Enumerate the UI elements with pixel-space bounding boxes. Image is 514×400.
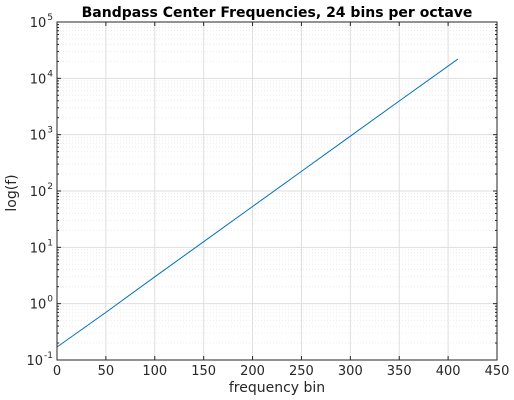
y-tick-label-base: 10 (30, 298, 47, 313)
x-tick-label: 150 (191, 364, 216, 379)
y-tick-label-exponent: 3 (47, 126, 53, 136)
y-tick-label-exponent: 4 (47, 69, 53, 79)
y-tick-label-exponent: 1 (47, 238, 53, 248)
y-tick-label-base: 10 (30, 185, 47, 200)
y-tick-label: 10 1 (30, 238, 53, 256)
y-tick-label-base: 10 (30, 129, 47, 144)
x-tick-label: 250 (289, 364, 314, 379)
y-tick-label: 10 4 (30, 69, 54, 87)
y-tick-label: 10 2 (30, 182, 53, 200)
axis-ticks (56, 21, 498, 361)
y-tick-label: 10 5 (30, 13, 53, 31)
x-axis-label: frequency bin (229, 380, 325, 396)
minor-grid (57, 24, 497, 344)
y-axis-label: log(f) (4, 174, 20, 211)
y-tick-label-base: 10 (30, 241, 47, 256)
y-tick-label-exponent: 0 (47, 295, 53, 305)
x-tick-label: 350 (387, 364, 412, 379)
y-tick-label-exponent: -1 (44, 351, 53, 361)
x-tick-label: 200 (240, 364, 265, 379)
y-tick-label: 10 -1 (26, 351, 53, 369)
y-tick-label: 10 0 (30, 295, 54, 313)
y-tick-label-exponent: 2 (47, 182, 53, 192)
x-tick-label: 100 (142, 364, 167, 379)
y-tick-label-base: 10 (30, 16, 47, 31)
x-tick-labels: 0 50 100 150 200 250 300 350 400 450 (53, 364, 510, 379)
y-tick-label: 10 3 (30, 126, 53, 144)
y-tick-label-exponent: 5 (47, 13, 53, 23)
x-tick-label: 50 (98, 364, 115, 379)
x-tick-label: 0 (53, 364, 61, 379)
x-tick-label: 300 (338, 364, 363, 379)
x-tick-label: 450 (485, 364, 510, 379)
x-tick-label: 400 (436, 364, 461, 379)
plot-series (56, 58, 459, 348)
y-tick-label-base: 10 (26, 354, 43, 369)
series-line (56, 58, 459, 348)
y-tick-label-base: 10 (30, 72, 47, 87)
chart-title: Bandpass Center Frequencies, 24 bins per… (82, 5, 473, 21)
